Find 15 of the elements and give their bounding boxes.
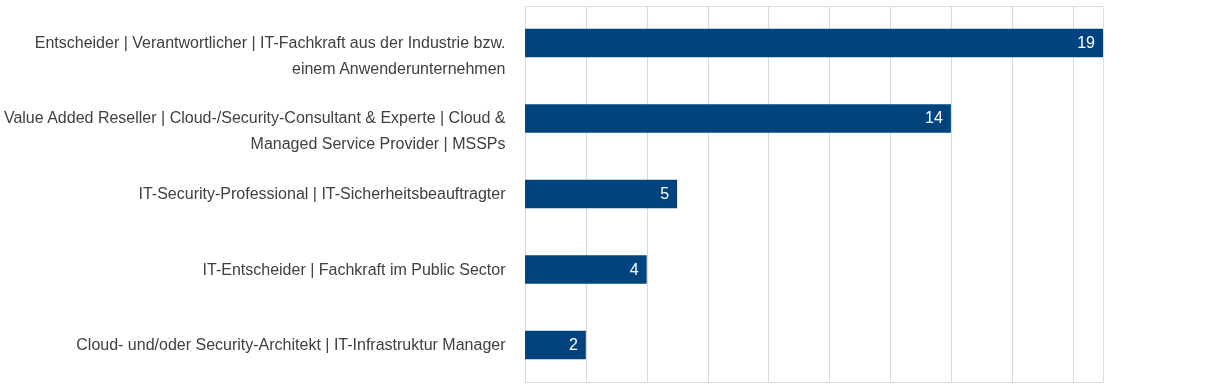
y-tick-label: IT-Security-Professional | IT-Sicherheitsbeauftragter [138,185,507,202]
y-tick-label: IT-Entscheider | Fachkraft im Public Sector [202,260,507,278]
bar [525,179,678,209]
data-label: 5 [660,185,670,202]
bar [525,28,1103,58]
bar [525,255,647,284]
y-tick-label: Entscheider | Verantwortlicher | IT-Fachkraft aus der Industrie bzw. einem Anwenderunternehmen [34,34,506,77]
bar [525,330,586,360]
y-tick-label: Cloud- und/oder Security-Architekt | IT-Infrastruktur Manager [76,336,507,353]
y-tick-label: Value Added Reseller | Cloud-/Security-Consultant & Experte | Cloud & Managed Service Provider | MSSPs [3,109,506,153]
data-label: 19 [1077,34,1096,51]
data-label: 14 [925,109,943,127]
bar [525,104,951,133]
data-label: 4 [629,260,639,278]
data-label: 2 [568,336,578,353]
